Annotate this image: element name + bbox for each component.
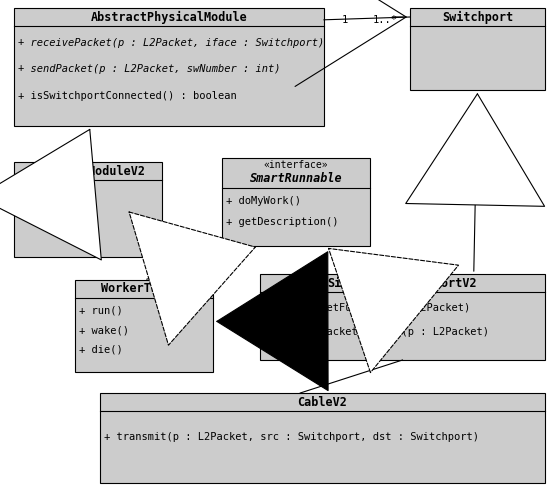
Text: # receivePacketFurther(p : L2Packet): # receivePacketFurther(p : L2Packet) bbox=[264, 327, 489, 337]
Text: CableV2: CableV2 bbox=[297, 395, 348, 409]
Text: + run(): + run() bbox=[79, 306, 123, 315]
Text: + sendPacket(p : L2Packet, swNumber : int): + sendPacket(p : L2Packet, swNumber : in… bbox=[18, 64, 281, 74]
Text: # sendPacketFurther(p : L2Packet): # sendPacketFurther(p : L2Packet) bbox=[264, 303, 470, 313]
Bar bbox=[75, 280, 213, 372]
Text: WorkerThread: WorkerThread bbox=[101, 283, 187, 296]
Bar bbox=[410, 8, 545, 90]
Text: SimulatorSwitchportV2: SimulatorSwitchportV2 bbox=[328, 276, 477, 290]
Text: + die(): + die() bbox=[79, 345, 123, 355]
Bar bbox=[222, 158, 370, 246]
Text: + receivePacket(p : L2Packet, iface : Switchport): + receivePacket(p : L2Packet, iface : Sw… bbox=[18, 38, 324, 48]
Text: + wake(): + wake() bbox=[79, 325, 129, 335]
Text: + getDescription(): + getDescription() bbox=[226, 217, 339, 227]
Bar bbox=[14, 8, 324, 126]
Text: SmartRunnable: SmartRunnable bbox=[250, 172, 343, 185]
Text: AbstractPhysicalModule: AbstractPhysicalModule bbox=[91, 10, 247, 23]
Text: + doMyWork(): + doMyWork() bbox=[226, 196, 301, 206]
Bar bbox=[100, 393, 545, 483]
Text: 1: 1 bbox=[342, 15, 348, 25]
Text: + isSwitchportConnected() : boolean: + isSwitchportConnected() : boolean bbox=[18, 91, 237, 101]
Text: PhysicalModuleV2: PhysicalModuleV2 bbox=[31, 165, 145, 178]
Text: + transmit(p : L2Packet, src : Switchport, dst : Switchport): + transmit(p : L2Packet, src : Switchpor… bbox=[104, 432, 479, 442]
Text: Switchport: Switchport bbox=[442, 10, 513, 23]
Bar bbox=[14, 162, 162, 257]
Bar bbox=[260, 274, 545, 360]
Text: «interface»: «interface» bbox=[263, 160, 328, 170]
Text: 1..*: 1..* bbox=[373, 15, 398, 25]
